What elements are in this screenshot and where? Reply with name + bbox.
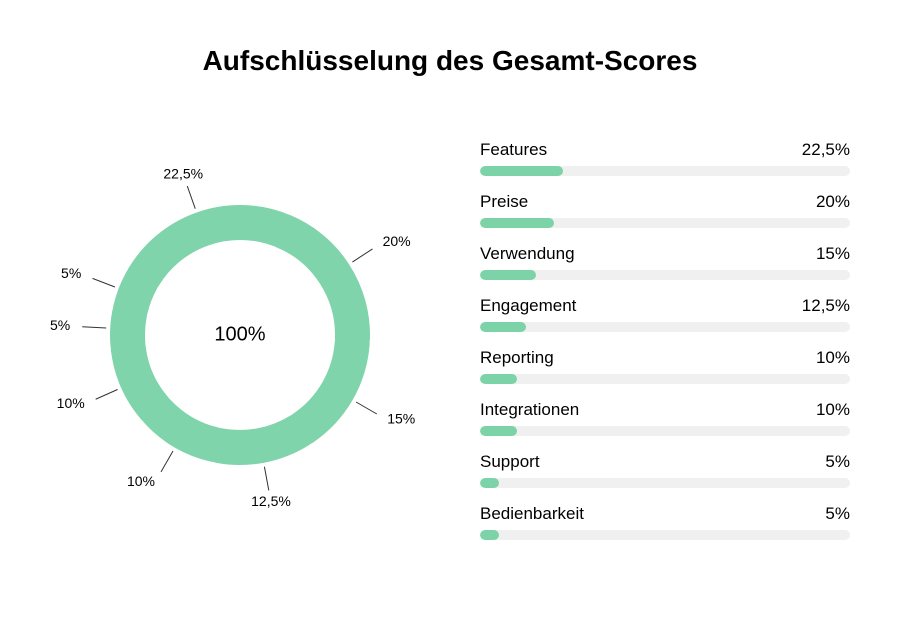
bar-fill [480,166,563,176]
donut-segment [130,281,141,309]
list-item-label: Integrationen [480,400,579,420]
list-item-label: Preise [480,192,528,212]
breakdown-list: Features 22,5% Preise 20% Verwendung 15% Engag… [480,140,850,556]
page: Aufschlüsselung des Gesamt-Scores 22,5%2… [0,0,900,629]
list-item-value: 20% [816,192,850,212]
list-item-label: Verwendung [480,244,575,264]
list-item: Engagement 12,5% [480,296,850,332]
bar-track [480,270,850,280]
list-item: Features 22,5% [480,140,850,176]
list-row: Preise 20% [480,192,850,212]
list-item-value: 22,5% [802,140,850,160]
list-row: Bedienbarkeit 5% [480,504,850,524]
list-row: Verwendung 15% [480,244,850,264]
bar-track [480,530,850,540]
list-item-label: Bedienbarkeit [480,504,584,524]
bar-fill [480,530,499,540]
leader-line [264,467,268,491]
donut-chart: 22,5% 20% 15% 12,5% 10% 10% 5% 5% 100% [50,120,430,550]
list-item-value: 12,5% [802,296,850,316]
bar-fill [480,478,499,488]
list-item: Reporting 10% [480,348,850,384]
leader-line [161,451,173,472]
donut-slice-label: 22,5% [163,165,203,181]
list-row: Integrationen 10% [480,400,850,420]
list-item: Support 5% [480,452,850,488]
bar-fill [480,322,526,332]
leader-line [352,249,372,262]
donut-slice-label: 15% [387,411,415,427]
list-row: Support 5% [480,452,850,472]
bar-fill [480,218,554,228]
list-item: Verwendung 15% [480,244,850,280]
list-item-label: Reporting [480,348,554,368]
donut-segment [144,223,278,277]
bar-fill [480,270,536,280]
list-row: Features 22,5% [480,140,850,160]
donut-slice-label: 12,5% [251,493,291,509]
list-row: Engagement 12,5% [480,296,850,316]
list-item: Bedienbarkeit 5% [480,504,850,540]
donut-segment [283,231,353,339]
bar-track [480,478,850,488]
donut-slice-label: 5% [61,265,81,281]
bar-track [480,166,850,176]
donut-slice-label: 5% [50,317,70,333]
bar-fill [480,426,517,436]
list-item-value: 10% [816,348,850,368]
bar-track [480,374,850,384]
list-item-value: 5% [825,452,850,472]
bar-track [480,426,850,436]
list-item-value: 15% [816,244,850,264]
page-title: Aufschlüsselung des Gesamt-Scores [0,45,900,77]
donut-center-label: 100% [214,323,265,345]
leader-line [356,402,377,414]
bar-track [480,218,850,228]
list-item: Integrationen 10% [480,400,850,436]
list-item-label: Engagement [480,296,576,316]
list-item-label: Support [480,452,540,472]
list-item-value: 10% [816,400,850,420]
list-item-label: Features [480,140,547,160]
donut-segment [303,343,352,428]
donut-slice-label: 20% [383,233,411,249]
leader-line [187,186,195,209]
leader-line [96,390,118,400]
bar-fill [480,374,517,384]
donut-chart-area: 22,5% 20% 15% 12,5% 10% 10% 5% 5% 100% [50,120,430,550]
list-row: Reporting 10% [480,348,850,368]
leader-line [92,278,114,287]
list-item: Preise 20% [480,192,850,228]
bar-track [480,322,850,332]
list-item-value: 5% [825,504,850,524]
donut-slice-label: 10% [57,395,85,411]
leader-line [82,327,106,328]
donut-slice-label: 10% [127,473,155,489]
